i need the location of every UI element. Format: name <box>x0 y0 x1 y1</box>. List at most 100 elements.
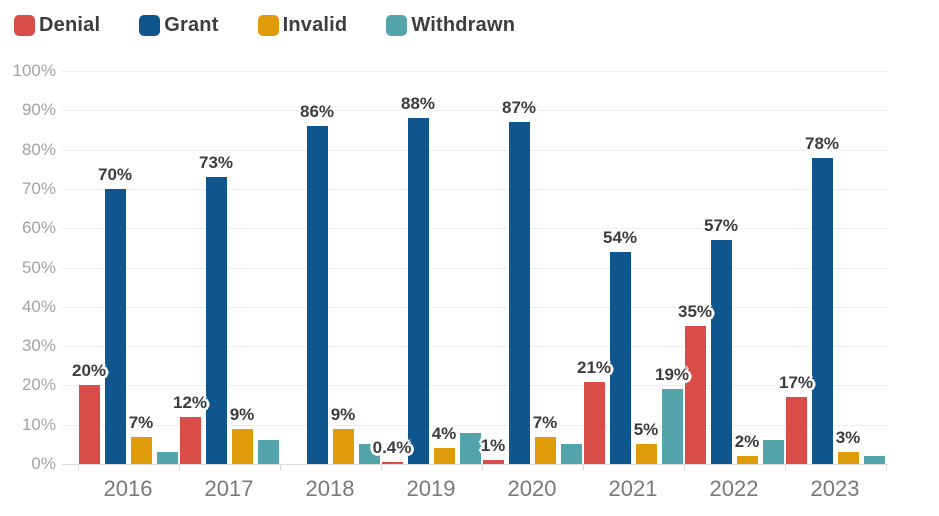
legend-label-denial: Denial <box>39 14 101 36</box>
y-axis-label-90%: 90% <box>21 100 56 120</box>
y-axis-label-10%: 10% <box>21 414 56 434</box>
x-axis-year-label-2018: 2018 <box>305 476 355 501</box>
legend-item-invalid: Invalid <box>257 14 348 37</box>
legend-swatch-grant-icon <box>139 15 161 36</box>
y-axis-label-100%: 100% <box>12 61 56 80</box>
bar-grant-2019 <box>407 118 429 464</box>
bar-value-label-grant-2017: 73% <box>198 153 234 173</box>
gridline-60% <box>62 228 888 230</box>
bar-value-label-invalid-2016: 7% <box>128 412 154 432</box>
bar-invalid-2021 <box>635 444 657 465</box>
bar-denial-2022 <box>684 326 706 464</box>
bar-withdrawn-2016 <box>156 452 178 464</box>
x-axis-tickmark <box>481 464 483 470</box>
bar-value-label-invalid-2020: 7% <box>532 412 558 432</box>
legend-label-grant: Grant <box>164 14 219 36</box>
bar-value-label-grant-2023: 78% <box>804 133 840 153</box>
gridline-90% <box>62 110 888 112</box>
legend-label-withdrawn: Withdrawn <box>411 14 516 36</box>
bar-value-label-grant-2020: 87% <box>501 98 537 118</box>
bar-grant-2021 <box>609 251 631 464</box>
x-axis-tickmark <box>582 464 584 470</box>
bar-withdrawn-2022 <box>762 440 784 464</box>
bar-value-label-grant-2019: 88% <box>400 94 436 114</box>
x-axis-year-label-2023: 2023 <box>810 476 860 501</box>
bar-grant-2016 <box>104 188 126 464</box>
x-axis-year-label-2022: 2022 <box>709 476 759 501</box>
x-axis-tickmark <box>77 464 79 470</box>
bar-withdrawn-2023 <box>863 456 885 464</box>
y-axis-label-70%: 70% <box>21 178 56 198</box>
legend-swatch-invalid-icon <box>257 15 279 36</box>
bar-grant-2020 <box>508 122 530 464</box>
x-axis-year-label-2021: 2021 <box>608 476 658 501</box>
bar-value-label-denial-2019: 0.4% <box>372 438 412 458</box>
gridline-20% <box>62 385 888 387</box>
bar-invalid-2016 <box>130 436 152 464</box>
bar-value-label-denial-2016: 20% <box>71 361 107 381</box>
gridline-40% <box>62 306 888 308</box>
bar-grant-2018 <box>306 126 328 464</box>
gridline-30% <box>62 346 888 348</box>
bar-denial-2020 <box>482 460 504 464</box>
x-axis-tickmark <box>178 464 180 470</box>
x-axis-year-label-2017: 2017 <box>204 476 254 501</box>
bar-value-label-invalid-2019: 4% <box>431 424 457 444</box>
y-axis-label-80%: 80% <box>21 139 56 159</box>
y-axis-label-40%: 40% <box>21 296 56 316</box>
bar-denial-2017 <box>179 416 201 464</box>
bar-value-label-denial-2023: 17% <box>778 373 814 393</box>
x-axis-year-label-2020: 2020 <box>507 476 557 501</box>
y-axis-label-50%: 50% <box>21 257 56 277</box>
bar-invalid-2017 <box>231 428 253 464</box>
bar-invalid-2018 <box>332 428 354 464</box>
gridline-10% <box>62 424 888 426</box>
bar-invalid-2020 <box>534 436 556 464</box>
gridline-70% <box>62 188 888 190</box>
bar-value-label-grant-2021: 54% <box>602 227 638 247</box>
bar-denial-2023 <box>785 397 807 464</box>
bar-value-label-withdrawn-2021: 19% <box>654 365 690 385</box>
x-axis-tickmark <box>885 464 887 470</box>
bar-invalid-2019 <box>433 448 455 464</box>
bar-value-label-invalid-2021: 5% <box>633 420 659 440</box>
bar-value-label-grant-2018: 86% <box>299 102 335 121</box>
bar-denial-2021 <box>583 381 605 464</box>
gridline-100% <box>62 71 888 72</box>
bar-value-label-grant-2016: 70% <box>97 164 133 184</box>
bar-withdrawn-2019 <box>459 432 481 464</box>
x-axis-tickmark <box>380 464 382 470</box>
gridline-0% <box>62 464 888 465</box>
chart-legend: Denial Grant Invalid Withdrawn <box>14 14 515 37</box>
y-axis-label-20%: 20% <box>21 375 56 395</box>
bar-grant-2023 <box>811 157 833 464</box>
bar-value-label-denial-2021: 21% <box>576 357 612 377</box>
bar-value-label-denial-2017: 12% <box>172 392 208 412</box>
bar-grant-2022 <box>710 240 732 464</box>
x-axis-year-label-2016: 2016 <box>103 476 153 501</box>
bar-value-label-grant-2022: 57% <box>703 216 739 235</box>
legend-swatch-denial-icon <box>14 15 35 36</box>
bar-value-label-invalid-2017: 9% <box>229 404 255 424</box>
bar-value-label-denial-2020: 1% <box>480 436 506 456</box>
legend-item-denial: Denial <box>14 14 100 37</box>
bar-denial-2016 <box>78 385 100 464</box>
bar-withdrawn-2017 <box>257 440 279 464</box>
bar-grant-2017 <box>205 177 227 464</box>
bar-withdrawn-2020 <box>560 444 582 465</box>
bar-withdrawn-2021 <box>661 389 683 464</box>
x-axis-tickmark <box>279 464 281 470</box>
gridline-50% <box>62 267 888 269</box>
legend-swatch-withdrawn-icon <box>386 15 408 36</box>
x-axis-tickmark <box>784 464 786 470</box>
bar-value-label-invalid-2023: 3% <box>835 428 861 448</box>
bar-value-label-invalid-2022: 2% <box>734 432 760 452</box>
bar-invalid-2023 <box>837 452 859 464</box>
y-axis-label-0%: 0% <box>31 454 56 473</box>
y-axis-label-60%: 60% <box>21 218 56 238</box>
bar-value-label-invalid-2018: 9% <box>330 404 356 424</box>
bar-withdrawn-2018 <box>358 444 380 465</box>
bar-invalid-2022 <box>736 456 758 464</box>
bar-value-label-denial-2022: 35% <box>677 302 713 322</box>
